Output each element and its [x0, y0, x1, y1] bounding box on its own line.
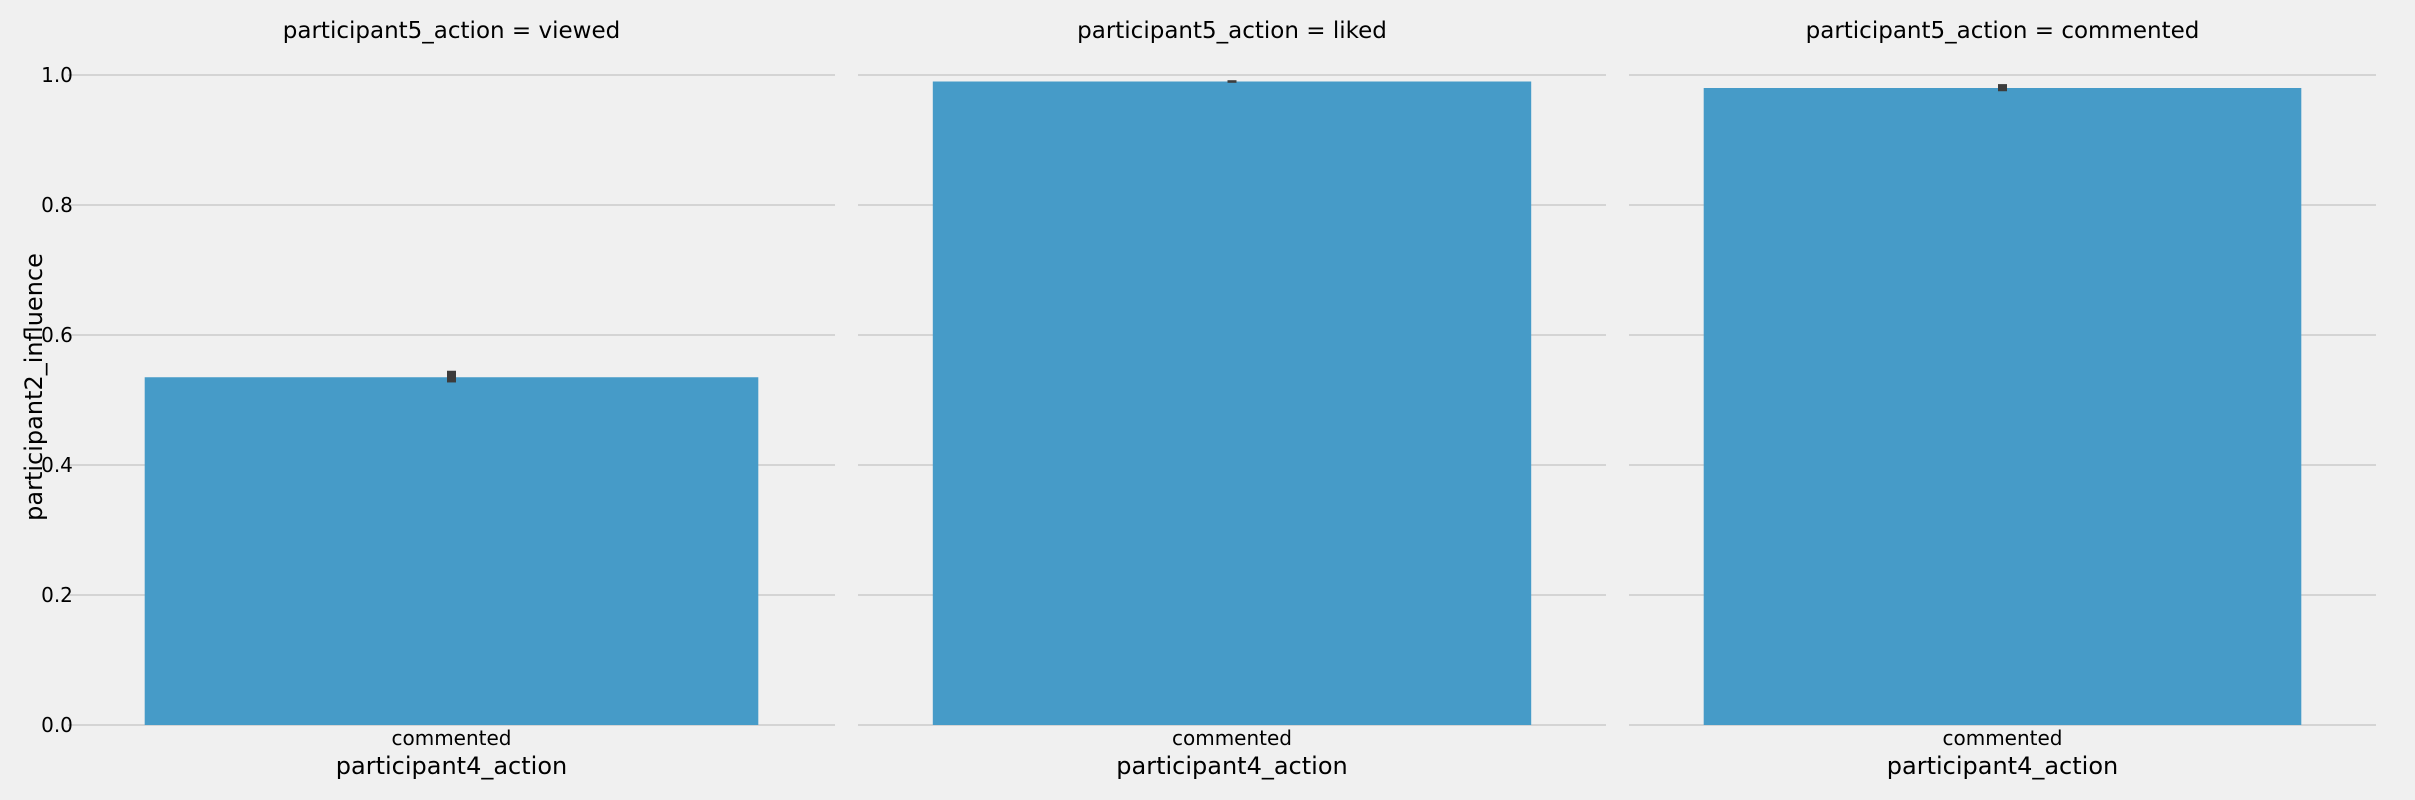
- x-axis-label: participant4_action: [1887, 752, 2118, 780]
- y-tick-label: 1.0: [41, 63, 73, 87]
- x-tick-label: commented: [1172, 726, 1292, 750]
- bar-commented: [144, 377, 759, 725]
- facet-panel-3: commented participant5_action = commented…: [1629, 18, 2376, 780]
- x-tick-label: commented: [391, 726, 511, 750]
- y-axis-label: participant2_influence: [20, 253, 48, 521]
- facet-title: participant5_action = liked: [1077, 18, 1387, 44]
- bar-commented: [1703, 88, 2302, 725]
- facet-title: participant5_action = commented: [1806, 18, 2200, 44]
- facet-panel-1: 0.0 0.2 0.4 0.6 0.8 1.0 commented participant5_…: [20, 18, 835, 780]
- y-tick-label: 0.6: [41, 323, 73, 347]
- x-axis-label: participant4_action: [336, 752, 567, 780]
- y-tick-label: 0.8: [41, 193, 73, 217]
- y-tick-label: 0.4: [41, 453, 73, 477]
- y-tick-label: 0.2: [41, 583, 73, 607]
- facet-panel-2: commented participant5_action = liked part…: [858, 18, 1606, 780]
- y-tick-label: 0.0: [41, 713, 73, 737]
- bar-commented: [932, 81, 1532, 725]
- facet-title: participant5_action = viewed: [283, 18, 620, 44]
- x-axis-label: participant4_action: [1116, 752, 1347, 780]
- x-tick-label: commented: [1942, 726, 2062, 750]
